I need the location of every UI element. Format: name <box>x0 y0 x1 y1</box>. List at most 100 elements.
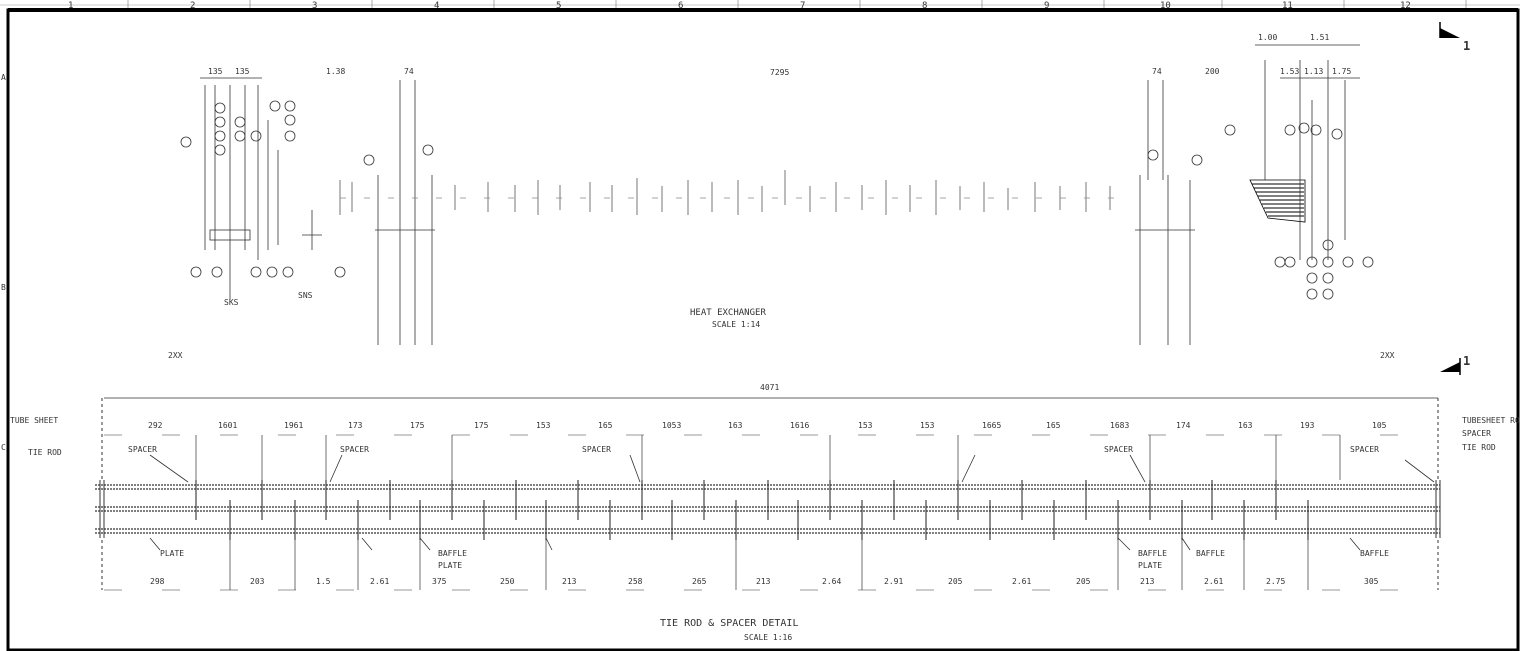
span-dim: 165 <box>1046 421 1061 430</box>
zone-number: 1 <box>68 1 73 11</box>
zone-number: 6 <box>678 1 683 11</box>
balloon-group-right <box>1147 122 1374 300</box>
span-dim: 305 <box>1364 577 1379 586</box>
zone-letter: C <box>1 443 6 452</box>
span-dim: 292 <box>148 421 163 430</box>
detail-scale: SCALE 1:16 <box>744 633 792 642</box>
span-dim: 163 <box>1238 421 1253 430</box>
span-dim: 2.75 <box>1266 577 1285 586</box>
span-dim: 173 <box>348 421 363 430</box>
span-dim: 265 <box>692 577 707 586</box>
heat-exchanger-view <box>180 44 1374 345</box>
span-dim: 1053 <box>662 421 681 430</box>
zone-number: 10 <box>1160 1 1171 11</box>
span-dim: 2.64 <box>822 577 841 586</box>
span-dim: 1665 <box>982 421 1001 430</box>
span-dim: 175 <box>474 421 489 430</box>
right-channel <box>1249 44 1360 260</box>
span-dim: 250 <box>500 577 515 586</box>
heat-exchanger-labels: 7295 135 135 1.38 74 74 200 1.00 1.51 1.… <box>168 33 1395 360</box>
tie-rod-labels: TUBE SHEET TIE ROD TUBESHEET ROD SPACER … <box>10 416 1520 642</box>
zone-number: 5 <box>556 1 561 11</box>
callout-label: SPACER <box>128 445 157 454</box>
drawing-frame <box>6 8 1520 651</box>
span-dim: 1.5 <box>316 577 331 586</box>
tie-rod-overall-dim: 4071 <box>760 383 779 392</box>
left-tubesheet <box>375 80 435 345</box>
right-dim: 1.51 <box>1310 33 1329 42</box>
span-dim: 1601 <box>218 421 237 430</box>
zone-number: 7 <box>800 1 805 11</box>
callout-label: SPACER <box>1104 445 1133 454</box>
span-dim: 2.61 <box>1012 577 1031 586</box>
span-dim: 105 <box>1372 421 1387 430</box>
span-dim: 213 <box>1140 577 1155 586</box>
rod-end-left <box>99 398 105 590</box>
span-dim: 258 <box>628 577 643 586</box>
baffle-plates <box>195 480 1309 540</box>
span-dim: 2.61 <box>1204 577 1223 586</box>
callout-label: BAFFLE <box>1360 549 1389 558</box>
span-dim: 163 <box>728 421 743 430</box>
span-dim: 298 <box>150 577 165 586</box>
span-dim: 175 <box>410 421 425 430</box>
span-dim: 2.91 <box>884 577 903 586</box>
span-dim: 205 <box>948 577 963 586</box>
span-dim: 193 <box>1300 421 1315 430</box>
detail-title: TIE ROD & SPACER DETAIL <box>660 618 798 629</box>
section-marker-top: 1 <box>1439 22 1470 53</box>
baffle-ticks <box>339 170 1120 215</box>
nozzle-label: SKS <box>224 298 239 307</box>
zone-letter: B <box>1 283 6 292</box>
callout-label: PLATE <box>438 561 462 570</box>
callout-label: PLATE <box>160 549 184 558</box>
callout-label: SPACER <box>340 445 369 454</box>
span-dim: 375 <box>432 577 447 586</box>
span-dim: 213 <box>756 577 771 586</box>
top-dim: 74 <box>1152 67 1162 76</box>
tie-rod-detail: 4071 <box>95 383 1441 591</box>
left-nozzle-cluster <box>200 77 322 300</box>
section-marker-bottom: 1 <box>1440 354 1470 375</box>
zone-number: 8 <box>922 1 927 11</box>
zone-number: 4 <box>434 1 439 11</box>
callout-label: PLATE <box>1138 561 1162 570</box>
top-dim: 74 <box>404 67 414 76</box>
right-dim: 1.13 <box>1304 67 1323 76</box>
zone-number-strip: 1 2 3 4 5 6 7 8 9 10 11 12 A B C <box>0 0 1520 452</box>
span-dim: 165 <box>598 421 613 430</box>
callout-label: BAFFLE <box>438 549 467 558</box>
callout-leaders <box>149 454 1435 551</box>
top-extension-lines <box>195 435 1341 480</box>
right-end-note: SPACER <box>1462 429 1491 438</box>
span-dim: 153 <box>858 421 873 430</box>
section-marker-label: 1 <box>1463 39 1470 53</box>
zone-number: 11 <box>1282 1 1293 11</box>
top-dim: 1.38 <box>326 67 345 76</box>
zone-number: 3 <box>312 1 317 11</box>
right-dim: 1.53 <box>1280 67 1299 76</box>
right-dim: 1.00 <box>1258 33 1277 42</box>
top-dim: 200 <box>1205 67 1220 76</box>
span-dim: 1961 <box>284 421 303 430</box>
callout-label: BAFFLE <box>1138 549 1167 558</box>
span-dim: 1616 <box>790 421 809 430</box>
tie-rod-line <box>95 528 1440 534</box>
callout-label: SPACER <box>1350 445 1379 454</box>
zone-letter: A <box>1 73 6 82</box>
span-dim: 153 <box>536 421 551 430</box>
reference-mark: 2XX <box>168 351 183 360</box>
view-title: HEAT EXCHANGER <box>690 308 766 318</box>
span-dim: 153 <box>920 421 935 430</box>
section-marker-label: 1 <box>1463 354 1470 368</box>
zone-number: 2 <box>190 1 195 11</box>
right-dim: 1.75 <box>1332 67 1351 76</box>
reference-mark: 2XX <box>1380 351 1395 360</box>
zone-number: 9 <box>1044 1 1049 11</box>
rod-end-right <box>1435 398 1441 590</box>
callout-label: SPACER <box>582 445 611 454</box>
right-end-note: TIE ROD <box>1462 443 1496 452</box>
top-dim: 135 <box>208 67 223 76</box>
callout-label: BAFFLE <box>1196 549 1225 558</box>
